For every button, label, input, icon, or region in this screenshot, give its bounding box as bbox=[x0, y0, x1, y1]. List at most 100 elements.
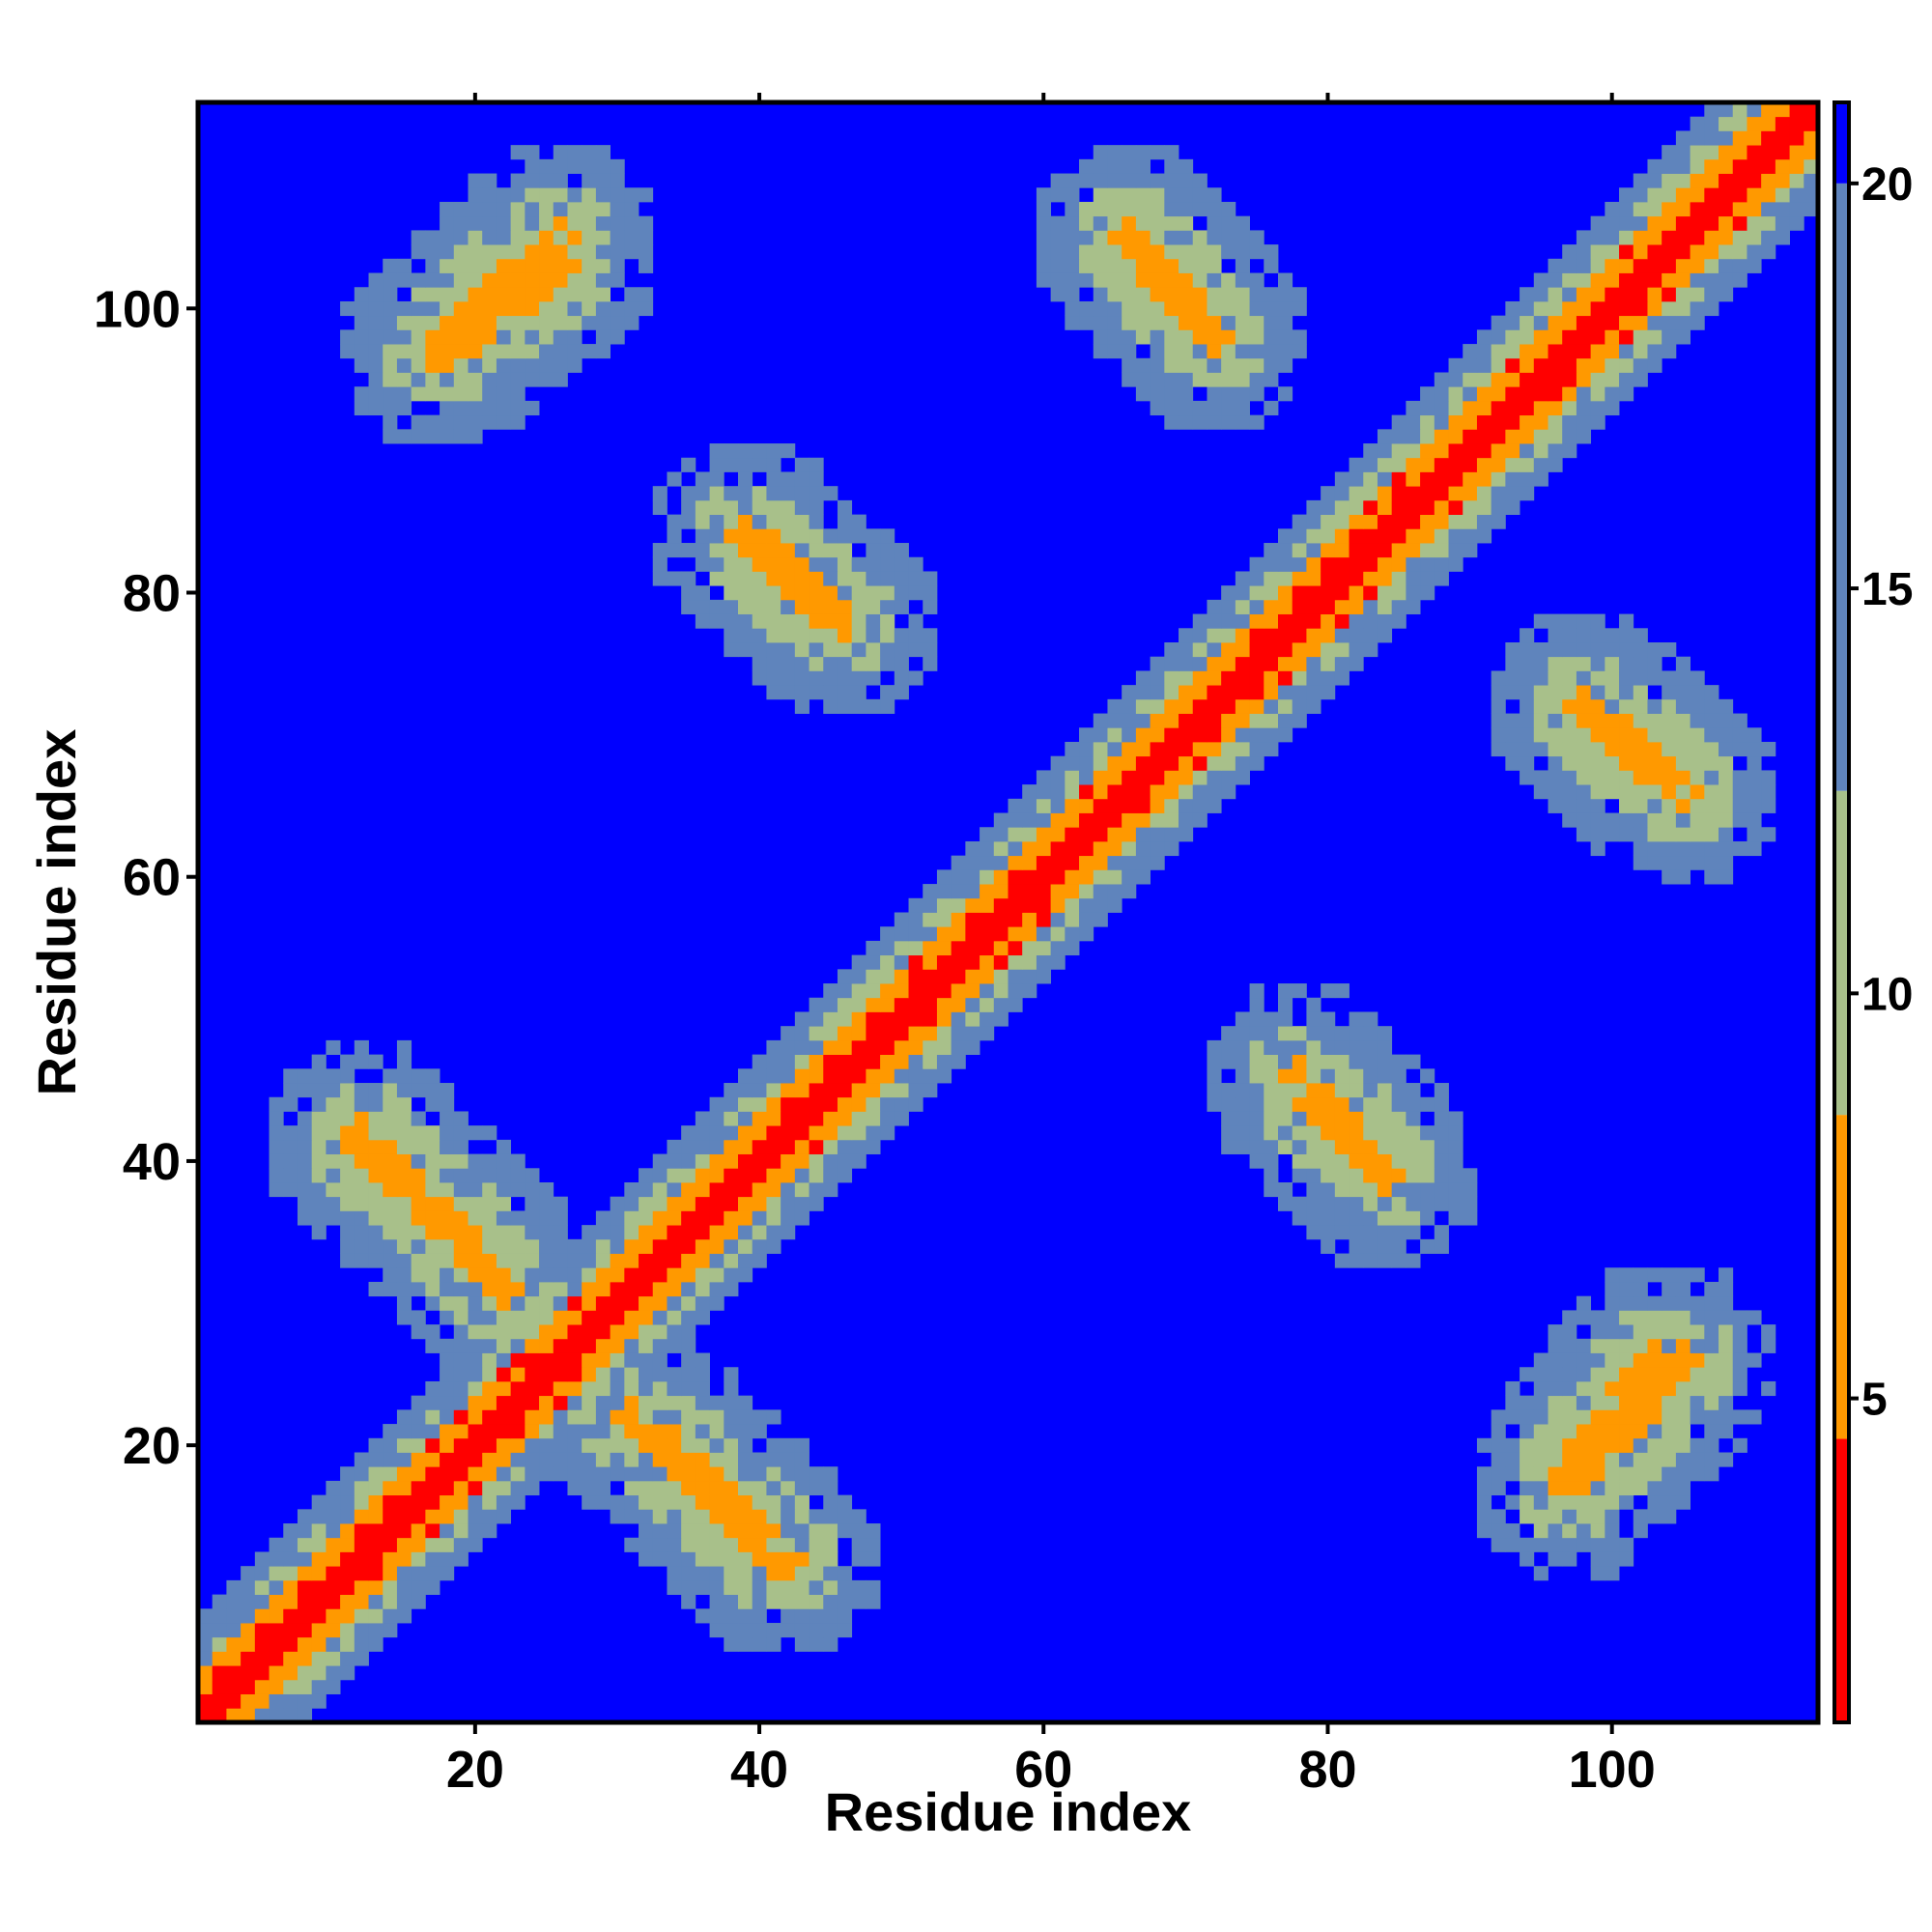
heatmap-cell bbox=[738, 443, 753, 459]
heatmap-cell bbox=[766, 543, 781, 558]
heatmap-cell bbox=[425, 230, 440, 245]
heatmap-cell bbox=[198, 1651, 213, 1666]
heatmap-cell bbox=[297, 1125, 313, 1141]
heatmap-cell bbox=[411, 1523, 426, 1539]
heatmap-cell bbox=[738, 1623, 753, 1638]
heatmap-cell bbox=[695, 1579, 710, 1595]
heatmap-cell bbox=[752, 1566, 767, 1581]
heatmap-cell bbox=[1264, 1083, 1279, 1098]
heatmap-cell bbox=[269, 1139, 284, 1154]
heatmap-cell bbox=[639, 1310, 654, 1325]
heatmap-cell bbox=[1633, 329, 1648, 345]
heatmap-cell bbox=[354, 1594, 369, 1609]
heatmap-cell bbox=[1221, 344, 1236, 359]
heatmap-cell bbox=[553, 1466, 568, 1482]
heatmap-cell bbox=[1562, 1551, 1577, 1567]
heatmap-cell bbox=[1576, 784, 1592, 800]
heatmap-cell bbox=[1590, 386, 1605, 402]
heatmap-cell bbox=[1377, 613, 1393, 629]
heatmap-cell bbox=[1789, 187, 1804, 203]
heatmap-cell bbox=[425, 414, 440, 430]
heatmap-cell bbox=[1747, 840, 1762, 857]
heatmap-cell bbox=[1747, 215, 1762, 231]
heatmap-cell bbox=[1278, 300, 1293, 317]
heatmap-cell bbox=[1164, 329, 1179, 345]
heatmap-cell bbox=[510, 414, 526, 430]
heatmap-cell bbox=[1476, 514, 1492, 529]
heatmap-cell bbox=[595, 315, 611, 330]
heatmap-cell bbox=[724, 1594, 739, 1609]
heatmap-cell bbox=[823, 1636, 838, 1652]
heatmap-cell bbox=[453, 1509, 469, 1524]
heatmap-cell bbox=[553, 1380, 568, 1397]
heatmap-cell bbox=[738, 556, 753, 572]
heatmap-cell bbox=[1179, 215, 1194, 231]
heatmap-cell bbox=[283, 1693, 298, 1709]
heatmap-cell bbox=[1533, 344, 1548, 359]
heatmap-cell bbox=[1463, 471, 1478, 487]
heatmap-cell bbox=[1264, 357, 1279, 373]
heatmap-cell bbox=[368, 386, 384, 402]
heatmap-cell bbox=[1164, 698, 1179, 714]
heatmap-cell bbox=[1235, 755, 1250, 771]
heatmap-cell bbox=[980, 926, 995, 942]
heatmap-cell bbox=[652, 1253, 668, 1268]
heatmap-cell bbox=[639, 1182, 654, 1198]
heatmap-cell bbox=[283, 1566, 298, 1581]
heatmap-cell bbox=[1761, 770, 1776, 785]
heatmap-cell bbox=[595, 215, 611, 231]
heatmap-cell bbox=[823, 1579, 838, 1595]
heatmap-cell bbox=[1306, 1153, 1321, 1169]
heatmap-cell bbox=[695, 1566, 710, 1581]
heatmap-cell bbox=[851, 1537, 867, 1552]
heatmap-cell bbox=[453, 1153, 469, 1169]
heatmap-cell bbox=[297, 1693, 313, 1709]
heatmap-cell bbox=[383, 1452, 398, 1467]
heatmap-cell bbox=[866, 613, 881, 629]
heatmap-cell bbox=[1590, 1437, 1605, 1453]
heatmap-cell bbox=[1619, 1295, 1634, 1311]
heatmap-cell bbox=[752, 1594, 767, 1609]
heatmap-cell bbox=[496, 1424, 512, 1439]
heatmap-cell bbox=[283, 1523, 298, 1539]
heatmap-cell bbox=[1562, 258, 1577, 273]
heatmap-cell bbox=[1036, 798, 1052, 813]
heatmap-cell bbox=[354, 1253, 369, 1268]
heatmap-cell bbox=[1107, 173, 1122, 188]
heatmap-cell bbox=[1377, 599, 1393, 614]
heatmap-cell bbox=[1633, 812, 1648, 828]
heatmap-cell bbox=[624, 1409, 639, 1425]
heatmap-cell bbox=[453, 414, 469, 430]
heatmap-cell bbox=[1605, 770, 1620, 785]
heatmap-cell bbox=[326, 1594, 341, 1609]
heatmap-cell bbox=[1420, 1068, 1435, 1084]
heatmap-cell bbox=[396, 372, 412, 387]
heatmap-cell bbox=[539, 329, 554, 345]
heatmap-cell bbox=[553, 1437, 568, 1453]
heatmap-cell bbox=[1633, 685, 1648, 700]
heatmap-cell bbox=[1107, 258, 1122, 273]
heatmap-cell bbox=[1590, 272, 1605, 288]
heatmap-cell bbox=[440, 315, 455, 330]
heatmap-cell bbox=[1079, 855, 1094, 870]
heatmap-cell bbox=[1761, 784, 1776, 800]
heatmap-cell bbox=[837, 585, 853, 601]
heatmap-cell bbox=[1334, 613, 1350, 629]
heatmap-cell bbox=[738, 1111, 753, 1126]
heatmap-cell bbox=[1605, 230, 1620, 245]
heatmap-cell bbox=[1377, 499, 1393, 515]
heatmap-cell bbox=[880, 698, 895, 714]
heatmap-cell bbox=[1590, 1395, 1605, 1410]
heatmap-cell bbox=[440, 1310, 455, 1325]
heatmap-cell bbox=[1576, 1295, 1592, 1311]
heatmap-cell bbox=[1761, 741, 1776, 757]
heatmap-cell bbox=[1590, 1452, 1605, 1467]
heatmap-cell bbox=[894, 954, 909, 970]
heatmap-cell bbox=[1164, 300, 1179, 317]
heatmap-cell bbox=[1476, 372, 1492, 387]
heatmap-cell bbox=[1249, 685, 1264, 700]
heatmap-cell bbox=[326, 1153, 341, 1169]
heatmap-cell bbox=[908, 571, 923, 586]
heatmap-cell bbox=[1377, 1125, 1393, 1141]
heatmap-cell bbox=[1548, 315, 1563, 330]
